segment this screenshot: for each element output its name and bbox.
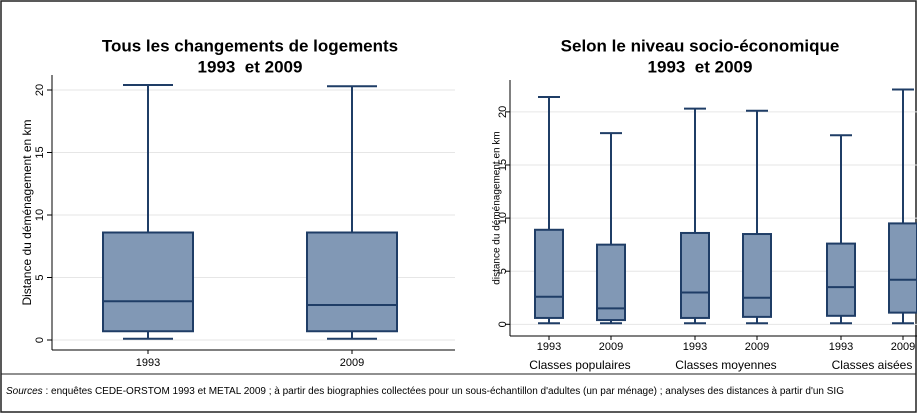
x-tick-label: 1993 — [683, 341, 707, 353]
x-tick-label: 2009 — [340, 357, 364, 369]
chart-title: Tous les changements de logements — [102, 36, 398, 55]
group-label: Classes moyennes — [675, 358, 776, 372]
x-tick-label: 2009 — [599, 341, 623, 353]
y-tick-label: 20 — [34, 84, 46, 96]
box — [534, 228, 564, 319]
y-tick-label: 15 — [34, 146, 46, 158]
box — [680, 231, 710, 319]
y-tick-label: 0 — [497, 321, 509, 327]
y-tick-label: 20 — [497, 106, 509, 118]
x-tick-label: 2009 — [745, 341, 769, 353]
box — [306, 231, 398, 333]
y-tick-label: 10 — [34, 209, 46, 221]
y-tick-label: 10 — [497, 212, 509, 224]
chart-subtitle: 1993 et 2009 — [648, 57, 753, 76]
x-tick-label: 1993 — [829, 341, 853, 353]
source-label: Sources — [6, 386, 43, 397]
x-tick-label: 2009 — [891, 341, 915, 353]
source-text: : enquêtes CEDE-ORSTOM 1993 et METAL 200… — [42, 386, 844, 397]
group-label: Classes aisées — [832, 358, 913, 372]
group-label: Classes populaires — [529, 358, 630, 372]
y-axis-label: distance du déménagement en km — [492, 131, 503, 284]
box — [742, 233, 772, 318]
box — [888, 222, 917, 314]
box — [102, 231, 194, 333]
x-tick-label: 1993 — [136, 357, 160, 369]
y-tick-label: 5 — [497, 268, 509, 274]
y-tick-label: 15 — [497, 159, 509, 171]
y-axis-label: Distance du déménagement en km — [20, 119, 34, 305]
y-tick-label: 0 — [34, 337, 46, 343]
chart-subtitle: 1993 et 2009 — [198, 57, 303, 76]
chart-title: Selon le niveau socio-économique — [561, 36, 840, 55]
source: Sources : enquêtes CEDE-ORSTOM 1993 et M… — [6, 386, 844, 397]
y-tick-label: 5 — [34, 274, 46, 280]
box — [826, 242, 856, 317]
x-tick-label: 1993 — [537, 341, 561, 353]
